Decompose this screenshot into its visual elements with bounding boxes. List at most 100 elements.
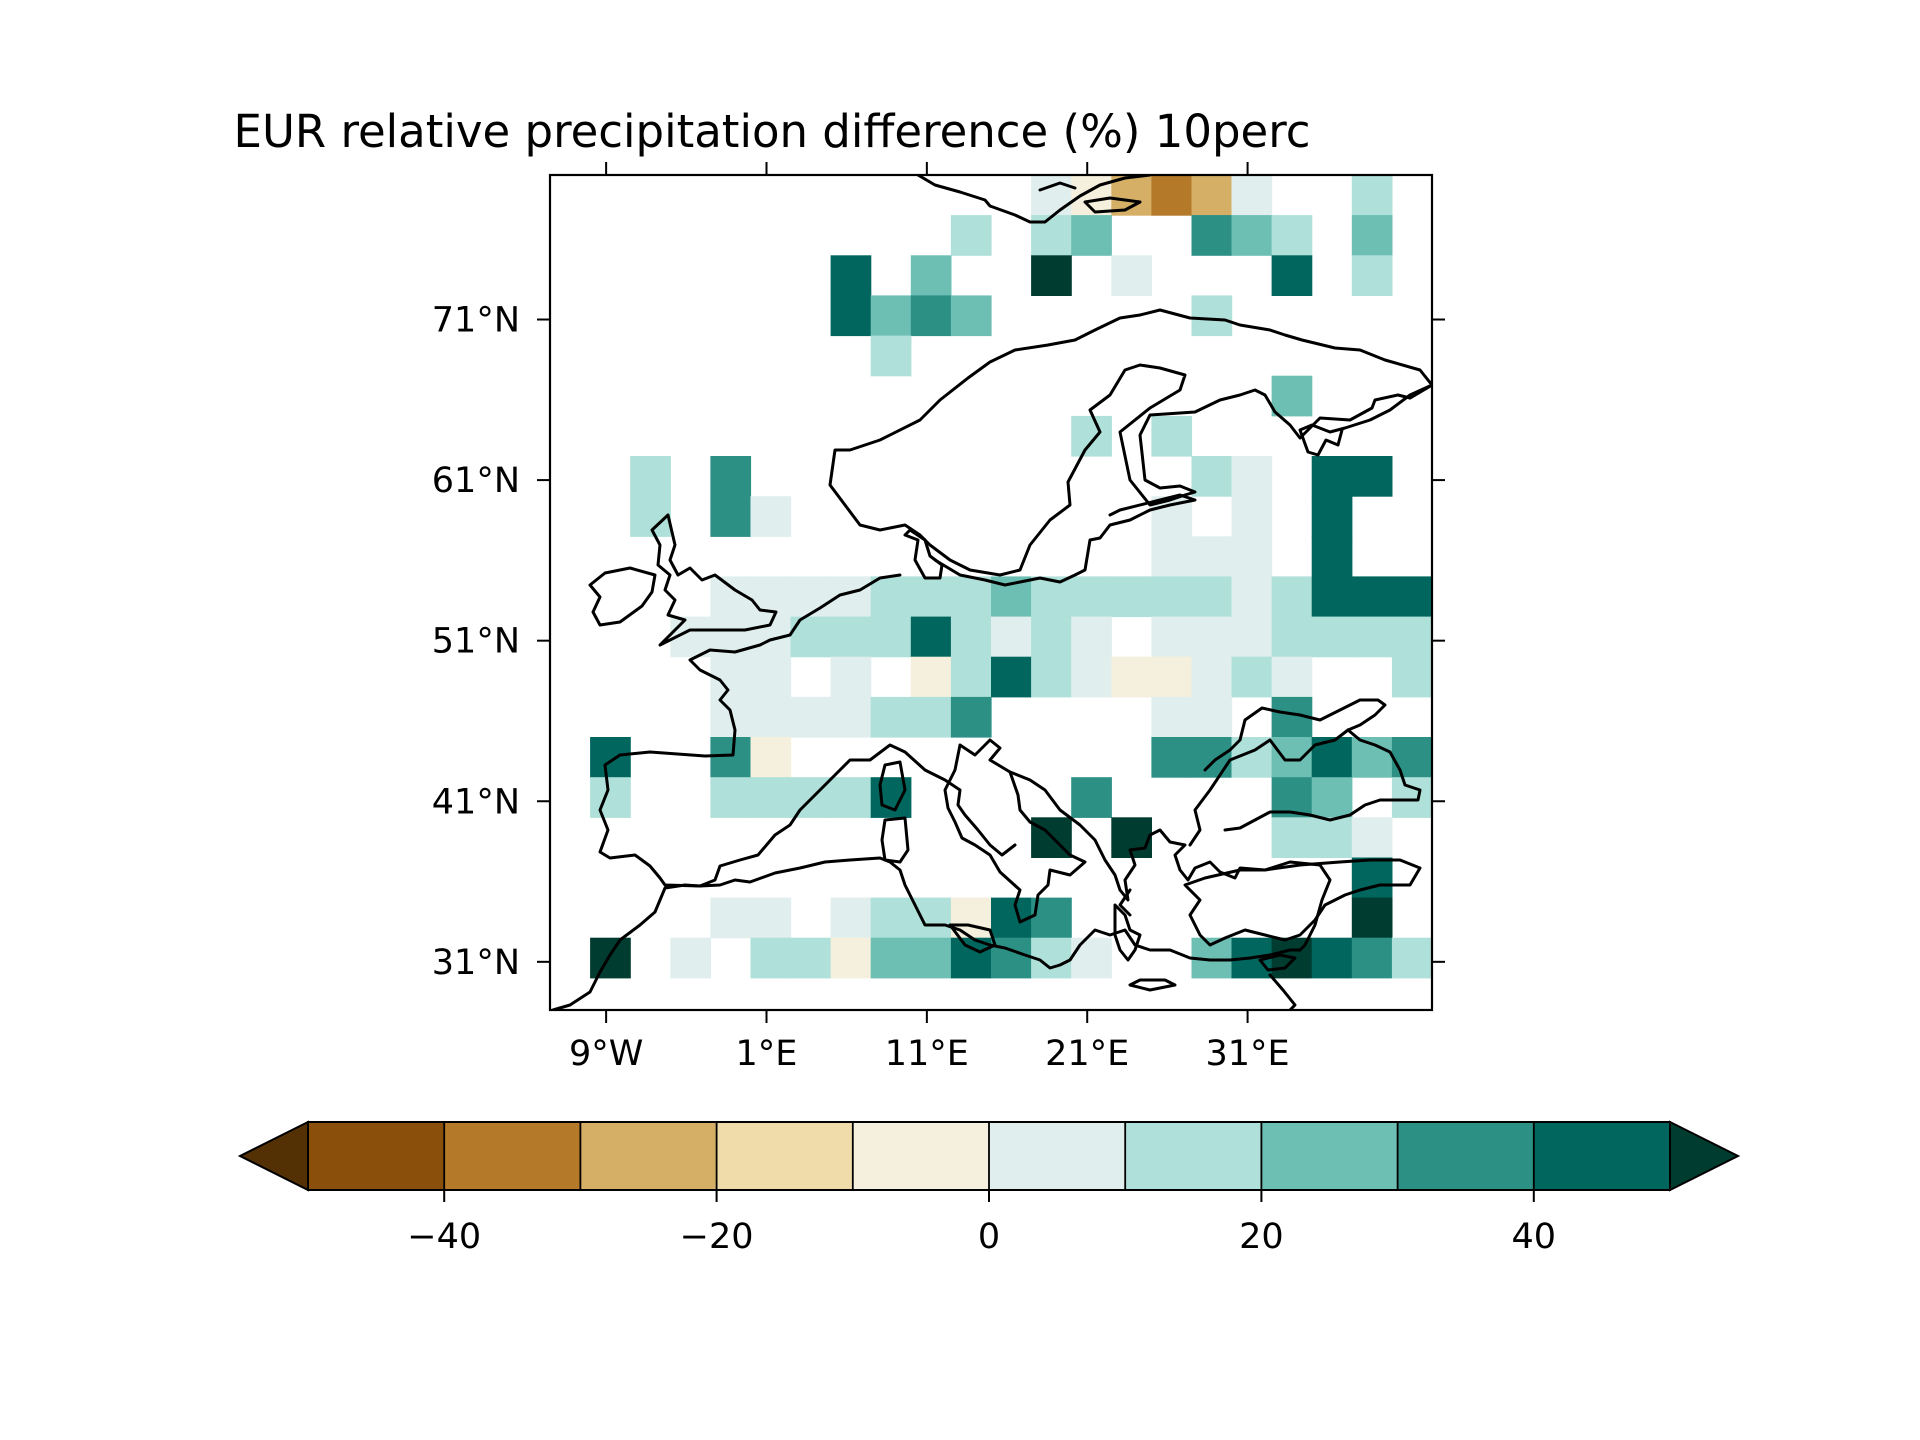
grid-cell	[830, 777, 872, 818]
grid-cell	[950, 696, 992, 738]
grid-cell	[1432, 817, 1473, 858]
grid-cell	[1231, 175, 1273, 216]
grid-cell	[991, 656, 1032, 698]
colorbar-over-arrow	[1669, 1120, 1741, 1192]
grid-cell	[1071, 777, 1112, 818]
colorbar-under-arrow	[237, 1120, 309, 1192]
grid-cell	[1191, 696, 1233, 738]
colorbar-tick-label: 0	[978, 1217, 1000, 1257]
grid-cell	[1311, 937, 1353, 979]
colorbar-swatch	[716, 1122, 854, 1190]
grid-cell	[1191, 295, 1233, 337]
grid-cell	[1432, 336, 1473, 377]
grid-cell	[991, 937, 1032, 979]
grid-cell	[1151, 737, 1193, 778]
grid-cell	[1231, 576, 1273, 618]
grid-cell	[1271, 616, 1313, 658]
grid-cell	[1472, 858, 1513, 899]
grid-cell	[1071, 215, 1112, 256]
coastlines	[551, 175, 1432, 1010]
grid-cell	[950, 295, 992, 337]
grid-cell	[1311, 496, 1353, 537]
grid-cell	[910, 616, 952, 658]
grid-cell	[1031, 656, 1072, 698]
grid-cell	[1432, 536, 1473, 577]
grid-cell	[1311, 817, 1353, 858]
grid-cell	[830, 656, 872, 698]
grid-cell	[1311, 576, 1353, 618]
grid-cell	[1191, 456, 1233, 497]
x-tick-label: 9°W	[569, 1034, 643, 1074]
grid-cell	[790, 576, 832, 618]
colorbar-swatch	[1125, 1122, 1262, 1190]
grid-cell	[1351, 456, 1393, 497]
y-tick-label: 31°N	[432, 943, 520, 983]
x-tick-label: 1°E	[736, 1034, 798, 1074]
grid-cell	[710, 456, 752, 497]
grid-cell	[830, 897, 872, 939]
grid-cell	[1472, 657, 1513, 698]
grid-cell	[710, 496, 752, 537]
grid-cell	[590, 937, 631, 979]
grid-cell	[870, 335, 912, 377]
grid-cell	[1432, 295, 1473, 336]
grid-cell	[870, 295, 912, 337]
grid-cell	[1151, 415, 1193, 457]
grid-cell	[830, 616, 872, 658]
colorbar-swatch	[580, 1122, 718, 1190]
grid-cell	[1351, 215, 1393, 256]
colorbar-swatch	[1261, 1122, 1399, 1190]
y-tick-label: 51°N	[432, 622, 520, 662]
grid-cell	[1151, 616, 1193, 658]
grid-cell	[1472, 938, 1513, 979]
colorbar-swatch	[1397, 1122, 1535, 1190]
grid-cell	[790, 937, 832, 979]
grid-cell	[1151, 696, 1193, 738]
grid-cell	[1231, 456, 1273, 497]
grid-cell	[1031, 576, 1072, 618]
grid-cell	[1151, 536, 1193, 577]
grid-cell	[1111, 576, 1152, 618]
grid-cell	[870, 616, 912, 658]
y-tick-label: 71°N	[432, 301, 520, 341]
grid-cell	[991, 897, 1032, 939]
grid-cell	[1391, 616, 1432, 658]
grid-cell	[750, 937, 792, 979]
grid-cell	[830, 255, 872, 296]
grid-cell	[1271, 817, 1313, 858]
grid-cell	[950, 576, 992, 618]
colorbar-swatch	[852, 1122, 990, 1190]
colorbar: −40 −20 0 20 40	[237, 1120, 1741, 1257]
colorbar-swatch	[308, 1122, 445, 1190]
grid-cell	[1432, 737, 1473, 778]
grid-cell	[1151, 175, 1193, 216]
grid-cell	[1031, 255, 1072, 296]
grid-cell	[1512, 697, 1553, 738]
grid-cell	[1231, 496, 1273, 537]
grid-cell	[750, 696, 792, 738]
x-tick-label: 21°E	[1045, 1034, 1129, 1074]
grid-cell	[1311, 616, 1353, 658]
grid-cell	[1311, 777, 1353, 818]
grid-cell	[1351, 255, 1393, 296]
grid-cell	[1071, 415, 1112, 457]
grid-cell	[590, 777, 631, 818]
grid-cell	[750, 737, 792, 778]
grid-cell	[1191, 616, 1233, 658]
grid-cell	[750, 656, 792, 698]
grid-cell	[1351, 817, 1393, 858]
grid-cell	[630, 456, 671, 497]
grid-cell	[910, 576, 952, 618]
colorbar-swatch	[444, 1122, 581, 1190]
colorbar-swatch	[989, 1122, 1126, 1190]
grid-cell	[1472, 496, 1513, 537]
grid-cell	[1271, 215, 1313, 256]
grid-cell	[1191, 576, 1233, 618]
grid-cell	[1351, 897, 1393, 939]
y-tick-label: 61°N	[432, 461, 520, 501]
grid-cell	[830, 937, 872, 979]
grid-cell	[1031, 616, 1072, 658]
grid-cell	[1031, 175, 1072, 216]
grid-cell	[1351, 616, 1393, 658]
